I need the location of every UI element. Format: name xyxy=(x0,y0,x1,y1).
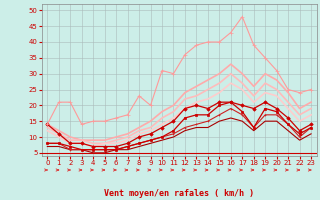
Text: Vent moyen/en rafales ( km/h ): Vent moyen/en rafales ( km/h ) xyxy=(104,189,254,198)
